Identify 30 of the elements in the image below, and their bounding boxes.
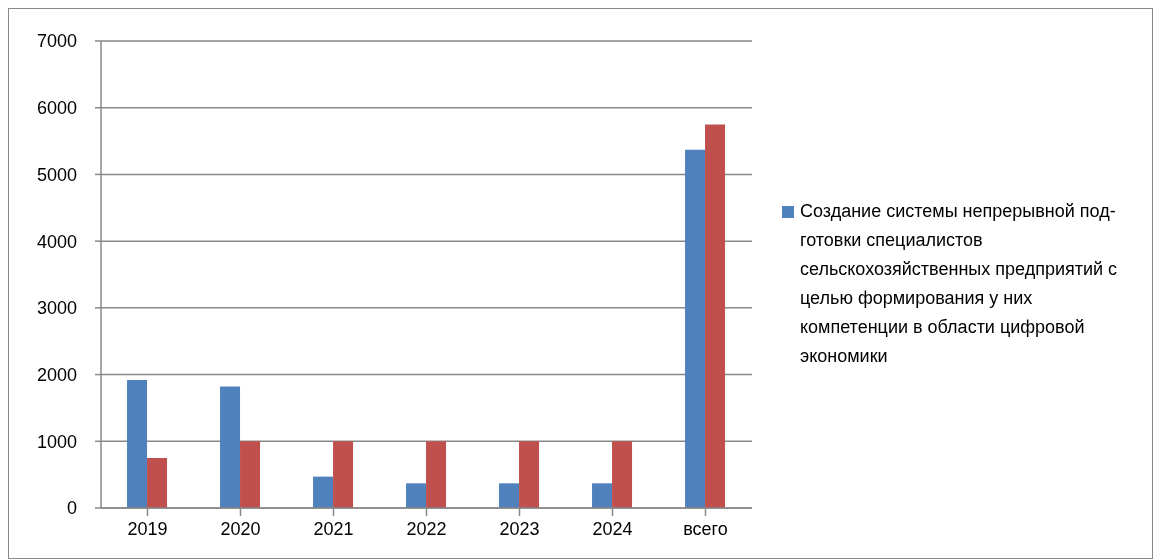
y-tick-label: 5000 bbox=[36, 164, 77, 185]
legend-label: Создание системы непрерывной под-готовки специалистов сельскохозяйственных предприятий с целью формирования у них компетенции в области цифровой экономики bbox=[800, 199, 1119, 368]
y-tick-label: 0 bbox=[66, 498, 77, 519]
bar bbox=[519, 441, 540, 508]
bar bbox=[147, 457, 168, 508]
bar bbox=[313, 476, 334, 508]
bar bbox=[612, 441, 633, 508]
y-tick-label: 7000 bbox=[36, 31, 77, 52]
bar bbox=[220, 386, 241, 508]
x-tick-label: 2020 bbox=[220, 518, 261, 539]
x-tick-label: всего bbox=[683, 518, 728, 539]
bar bbox=[499, 483, 520, 508]
x-tick-label: 2022 bbox=[406, 518, 447, 539]
bar bbox=[685, 149, 706, 508]
y-tick-label: 2000 bbox=[36, 364, 77, 385]
bar bbox=[426, 441, 447, 508]
x-tick-label: 2021 bbox=[313, 518, 354, 539]
x-tick-label: 2019 bbox=[127, 518, 168, 539]
x-tick-label: 2023 bbox=[499, 518, 540, 539]
bar bbox=[592, 483, 613, 508]
bar bbox=[705, 124, 726, 508]
bar bbox=[127, 379, 148, 508]
x-tick-label: 2024 bbox=[592, 518, 633, 539]
y-tick-label: 6000 bbox=[36, 98, 77, 119]
y-tick-label: 3000 bbox=[36, 298, 77, 319]
bar bbox=[333, 441, 354, 508]
y-tick-label: 4000 bbox=[36, 231, 77, 252]
bar bbox=[240, 441, 261, 508]
y-tick-label: 1000 bbox=[36, 431, 77, 452]
bar bbox=[406, 483, 427, 508]
